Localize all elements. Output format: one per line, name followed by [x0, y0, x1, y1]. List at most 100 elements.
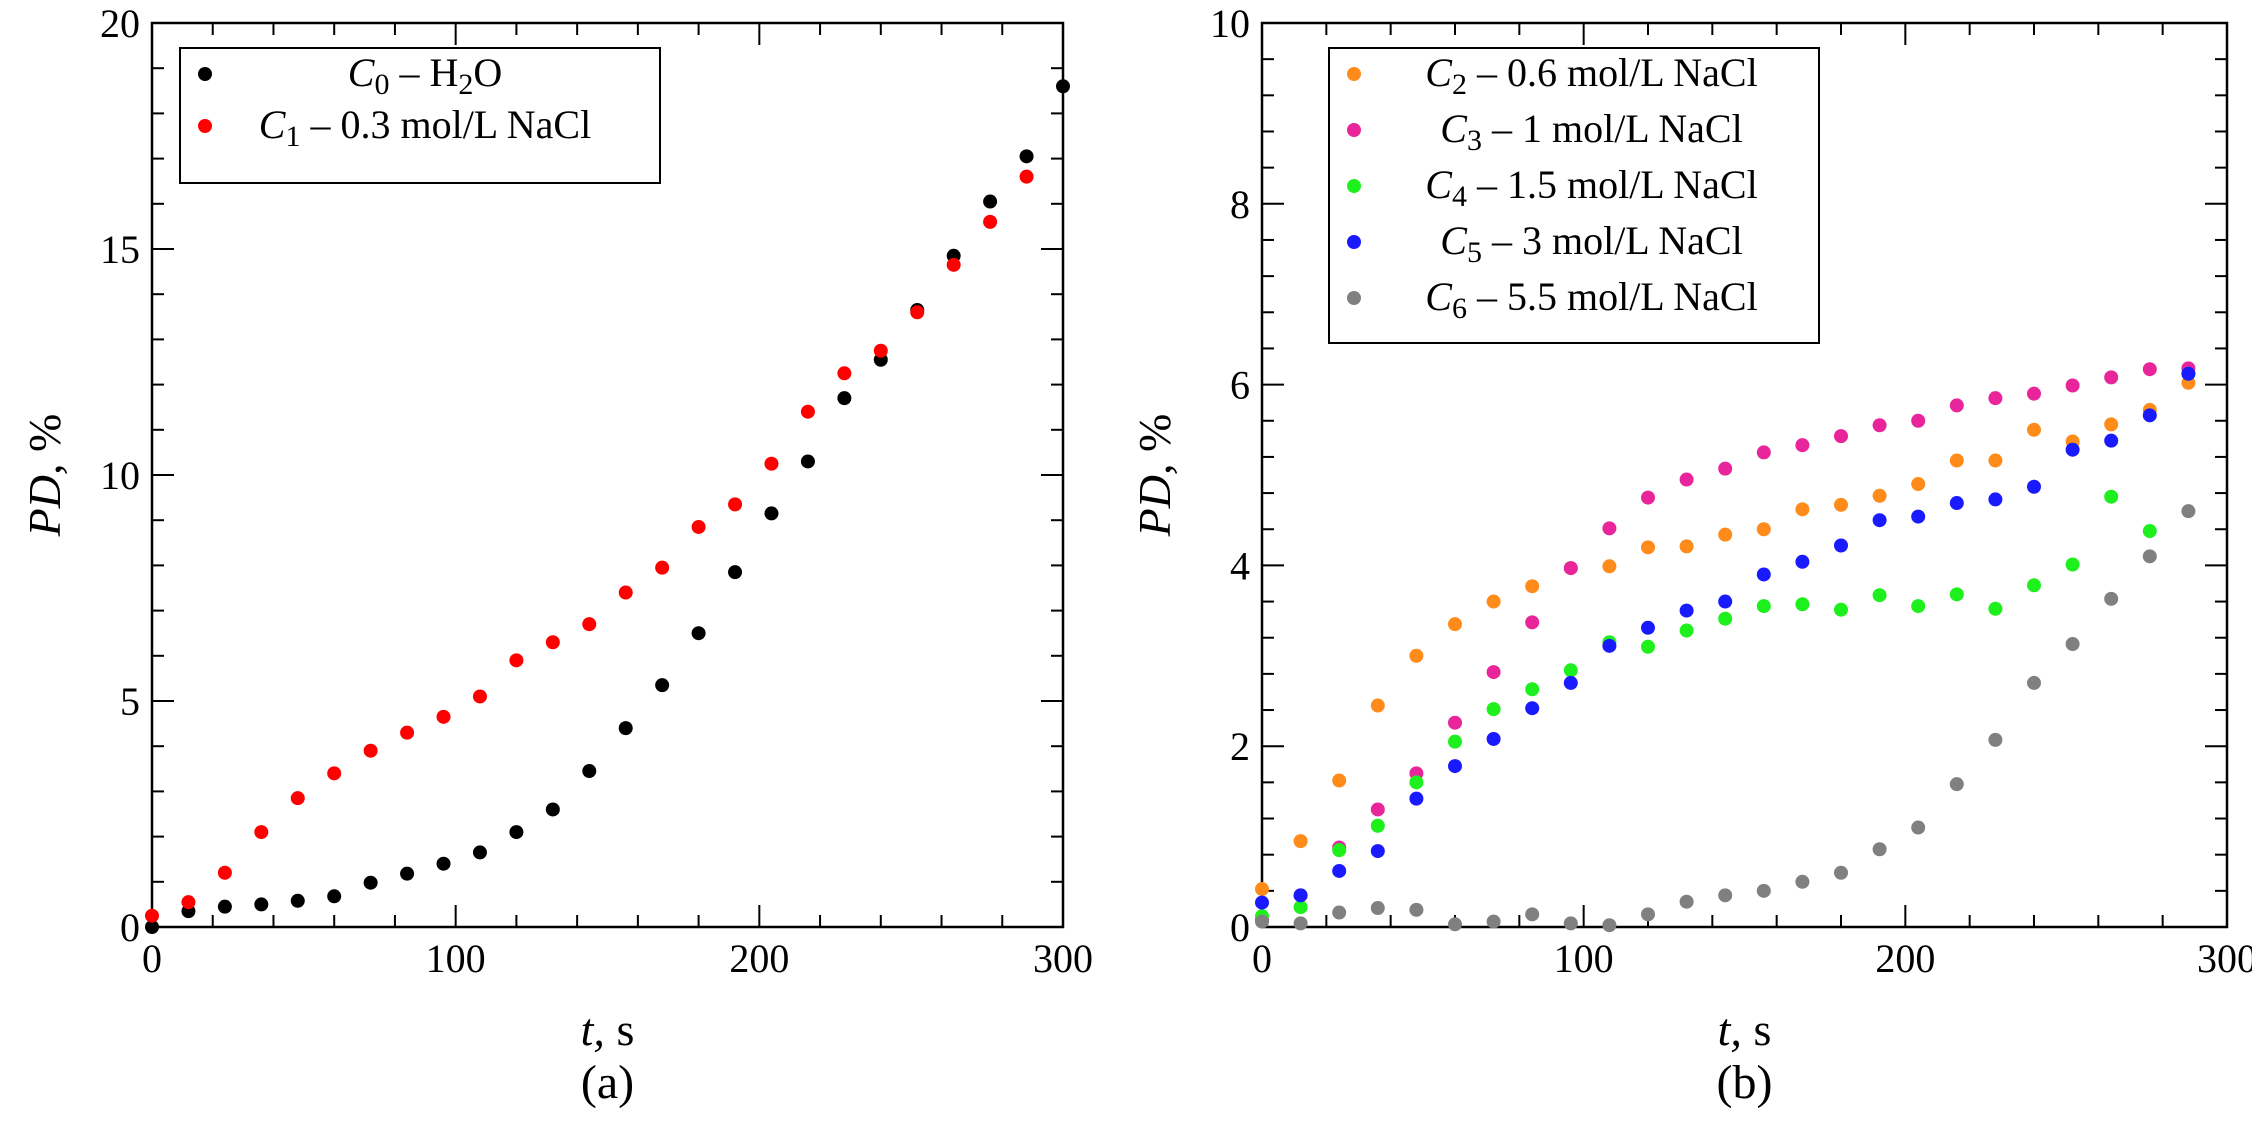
data-point: [2027, 578, 2041, 593]
legend-label: C2 – 0.6 mol/L NaCl: [1425, 50, 1757, 101]
data-point: [2142, 408, 2157, 423]
data-point: [1988, 391, 2003, 406]
data-point: [1563, 675, 1578, 690]
data-point: [1525, 579, 1540, 594]
data-point: [1756, 522, 1771, 537]
data-point: [509, 653, 524, 668]
data-point: [1834, 602, 1848, 617]
data-point: [1602, 521, 1617, 536]
data-point: [1795, 597, 1810, 612]
data-point: [983, 214, 998, 229]
data-point: [1834, 538, 1848, 553]
data-point: [1486, 914, 1501, 929]
data-point: [2104, 433, 2119, 448]
data-point: [1911, 599, 1926, 614]
data-point: [2065, 442, 2080, 457]
data-point: [327, 889, 342, 904]
legend-marker: [1347, 179, 1361, 193]
data-point: [1679, 472, 1694, 487]
data-point: [764, 506, 779, 521]
series-C0: [145, 79, 1070, 934]
data-point: [2104, 370, 2119, 385]
data-point: [582, 617, 597, 632]
data-point: [1872, 418, 1887, 433]
data-point: [1641, 907, 1655, 922]
x-tick-label: 0: [142, 936, 162, 981]
data-point: [1756, 883, 1771, 898]
data-point: [1370, 802, 1385, 817]
data-point: [1641, 620, 1655, 635]
data-point: [1602, 638, 1617, 653]
data-point: [1718, 611, 1733, 626]
data-point: [1718, 888, 1733, 903]
data-point: [1448, 715, 1462, 730]
data-point: [1679, 603, 1694, 618]
data-point: [1949, 587, 1964, 602]
data-point: [1795, 438, 1810, 453]
data-point: [2027, 386, 2041, 401]
data-point: [1641, 639, 1655, 654]
data-point: [1525, 615, 1540, 630]
data-point: [436, 709, 451, 724]
data-point: [1718, 594, 1733, 609]
data-point: [145, 920, 159, 934]
y-tick-label: 8: [1230, 182, 1250, 227]
data-point: [1834, 865, 1848, 880]
data-point: [946, 257, 961, 272]
data-point: [2104, 489, 2119, 504]
data-point: [2065, 637, 2080, 652]
data-point: [1409, 775, 1424, 790]
data-point: [800, 454, 815, 469]
data-point: [1293, 916, 1308, 931]
data-point: [1718, 461, 1733, 476]
data-point: [1911, 820, 1926, 835]
data-point: [837, 391, 852, 406]
legend-label: C4 – 1.5 mol/L NaCl: [1425, 162, 1757, 213]
legend-label: C1 – 0.3 mol/L NaCl: [259, 102, 591, 153]
plot-frame: [1260, 21, 2229, 929]
legend-marker: [1347, 291, 1361, 305]
data-point: [1255, 882, 1269, 897]
data-point: [2027, 479, 2041, 494]
data-point: [1486, 665, 1501, 680]
data-point: [1255, 914, 1269, 929]
data-point: [1409, 791, 1424, 806]
data-point: [1563, 561, 1578, 576]
data-point: [764, 456, 779, 471]
data-point: [545, 635, 560, 650]
data-point: [545, 802, 560, 817]
data-point: [217, 899, 232, 914]
data-point: [1641, 490, 1655, 505]
data-point: [472, 845, 487, 860]
data-point: [1795, 554, 1810, 569]
legend-box: [179, 47, 661, 184]
data-point: [1293, 900, 1308, 915]
data-point: [2027, 422, 2041, 437]
data-point: [2181, 504, 2196, 519]
data-point: [2027, 675, 2041, 690]
x-tick-label: 300: [2197, 936, 2252, 981]
y-axis-label: PD, %: [1129, 414, 1180, 538]
data-point: [1019, 169, 1034, 184]
data-point: [1448, 734, 1462, 749]
data-point: [2104, 417, 2119, 432]
chart-panel-a: 0 100 200 300 0 5 10 15 20 t, s PD, % (a) C0 – H2OC1…: [19, 1, 1093, 1109]
data-point: [873, 343, 888, 358]
x-tick-label: 100: [1554, 936, 1614, 981]
data-point: [1409, 902, 1424, 917]
data-point: [1293, 888, 1308, 903]
data-point: [1988, 601, 2003, 616]
data-point: [1872, 513, 1887, 528]
data-point: [400, 866, 415, 881]
data-point: [655, 560, 670, 575]
data-point: [1949, 496, 1964, 511]
data-point: [363, 875, 378, 890]
y-tick-label: 0: [120, 905, 140, 950]
data-point: [2142, 362, 2157, 377]
data-point: [1370, 698, 1385, 713]
x-tick-label: 0: [1252, 936, 1272, 981]
data-point: [436, 856, 451, 871]
chart-panel-b: 0 100 200 300 0 2 4 6 8 10 t, s PD, % (b) C2 – 0.6 mo…: [1129, 1, 2252, 1109]
y-tick-label: 10: [1210, 1, 1250, 46]
